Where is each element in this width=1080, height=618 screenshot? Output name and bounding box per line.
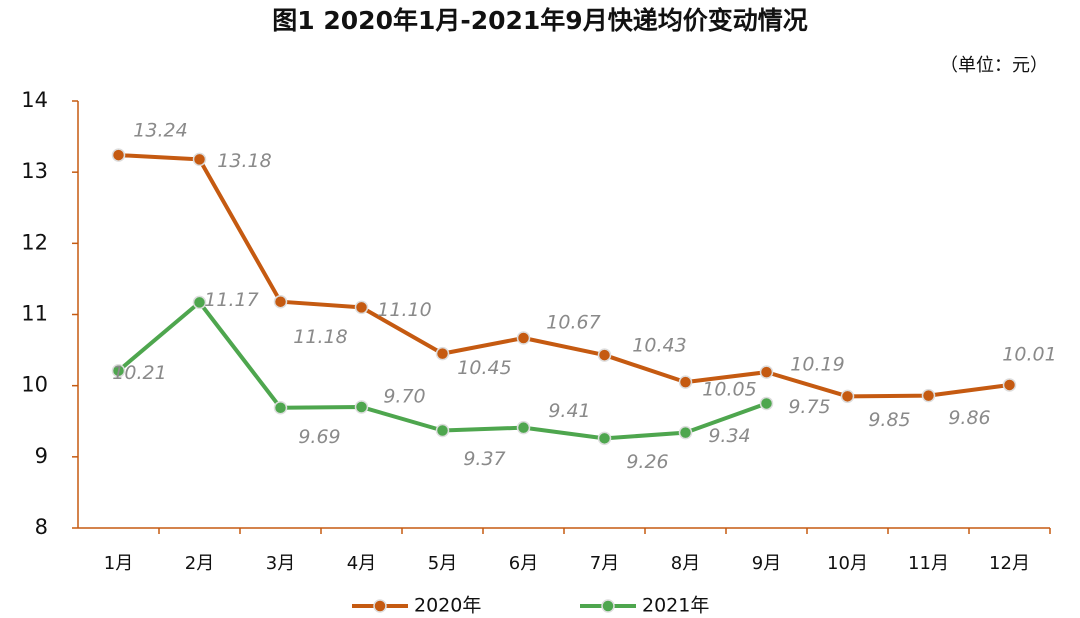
- value-label: 10.19: [790, 354, 844, 376]
- legend-label: 2020年: [414, 595, 481, 617]
- x-tick-label: 12月: [989, 553, 1030, 574]
- point: [192, 295, 207, 310]
- value-label: 11.18: [293, 326, 347, 348]
- point: [597, 348, 612, 362]
- point: [759, 396, 774, 411]
- value-label: 9.34: [708, 425, 750, 447]
- point: [516, 331, 531, 345]
- legend-marker: [601, 599, 615, 613]
- point: [1002, 378, 1017, 392]
- value-label: 10.21: [112, 362, 166, 384]
- x-tick-label: 6月: [509, 553, 538, 574]
- value-label: 9.37: [463, 448, 505, 470]
- value-label: 10.43: [632, 335, 686, 357]
- series-line: [117, 300, 768, 441]
- point: [111, 148, 126, 162]
- point: [192, 152, 207, 167]
- value-label: 9.86: [948, 407, 990, 429]
- value-label: 9.75: [788, 396, 830, 418]
- y-tick-label: 12: [21, 230, 48, 254]
- x-tick-label: 1月: [104, 553, 133, 574]
- y-tick-label: 8: [35, 515, 48, 539]
- point: [759, 365, 774, 379]
- value-label: 10.45: [457, 357, 511, 379]
- y-tick-label: 11: [21, 302, 48, 326]
- legend-label: 2021年: [642, 595, 709, 617]
- point: [840, 389, 855, 404]
- x-tick-label: 7月: [590, 553, 619, 574]
- x-tick-label: 8月: [671, 553, 700, 574]
- point: [354, 300, 369, 315]
- legend-marker: [373, 599, 387, 613]
- value-label: 13.18: [217, 150, 271, 172]
- point: [273, 294, 288, 309]
- value-label: 11.10: [377, 299, 431, 321]
- x-tick-label: 3月: [266, 553, 295, 574]
- x-tick-label: 10月: [827, 553, 868, 574]
- x-tick-label: 4月: [347, 553, 376, 574]
- value-label: 9.69: [298, 426, 340, 448]
- point: [435, 423, 450, 438]
- point: [678, 425, 693, 440]
- value-label: 9.85: [868, 409, 910, 431]
- x-tick-label: 11月: [908, 553, 949, 574]
- y-tick-label: 10: [21, 373, 48, 397]
- value-label: 10.01: [1002, 343, 1056, 365]
- unit-label: （单位：元）: [940, 55, 1048, 76]
- value-label: 9.41: [548, 400, 590, 422]
- value-label: 10.67: [546, 311, 600, 333]
- value-label: 11.17: [204, 289, 258, 311]
- point: [435, 346, 450, 361]
- point: [597, 431, 612, 446]
- value-label: 9.70: [383, 386, 425, 408]
- point: [354, 400, 369, 414]
- x-tick-label: 9月: [752, 553, 781, 574]
- value-label: 9.26: [626, 451, 668, 473]
- point: [921, 388, 936, 403]
- point: [678, 375, 693, 389]
- x-tick-label: 2月: [185, 553, 214, 574]
- y-tick-label: 9: [35, 444, 48, 468]
- value-label: 10.05: [702, 379, 756, 401]
- point: [516, 420, 531, 435]
- value-label: 13.24: [133, 120, 187, 142]
- y-tick-label: 14: [21, 88, 48, 112]
- point: [111, 363, 126, 378]
- point: [273, 400, 288, 415]
- y-tick-label: 13: [21, 159, 48, 183]
- series-line: [118, 153, 1010, 399]
- x-tick-label: 5月: [428, 553, 457, 574]
- chart-title: 图1 2020年1月-2021年9月快递均价变动情况: [272, 6, 807, 35]
